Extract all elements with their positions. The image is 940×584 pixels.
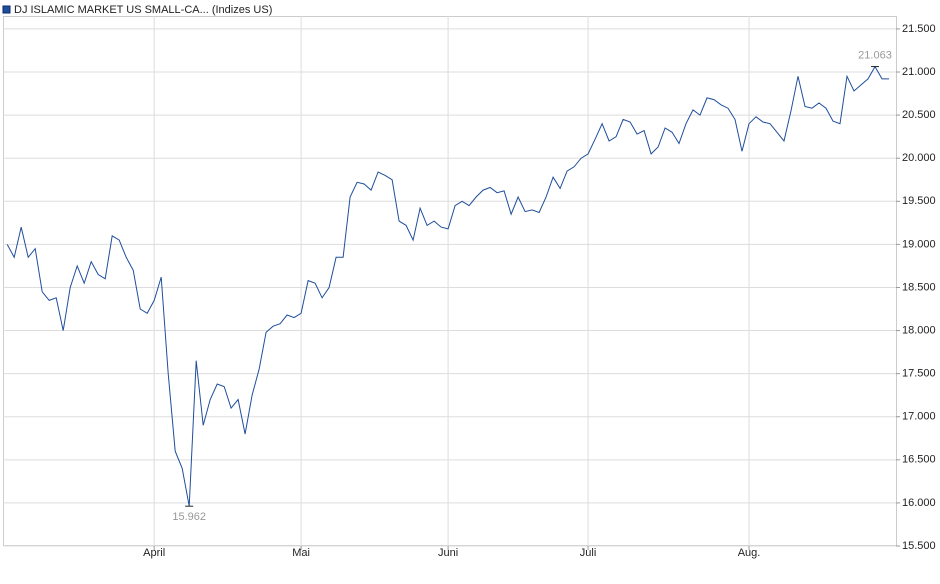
x-tick-label: April bbox=[143, 547, 165, 559]
y-tick-label: 17.500 bbox=[902, 368, 936, 380]
y-tick-label: 17.000 bbox=[902, 411, 936, 423]
y-tick-label: 21.000 bbox=[902, 66, 936, 78]
x-tick-label: Juni bbox=[438, 547, 458, 559]
x-tick-label: Aug. bbox=[738, 547, 761, 559]
y-tick-label: 19.000 bbox=[902, 238, 936, 250]
y-tick-label: 21.500 bbox=[902, 23, 936, 35]
y-tick-label: 16.000 bbox=[902, 497, 936, 509]
extreme-label: 15.962 bbox=[172, 511, 206, 523]
series-line bbox=[6, 65, 889, 507]
extreme-label: 21.063 bbox=[858, 49, 892, 61]
y-tick-label: 16.500 bbox=[902, 454, 936, 466]
y-tick-label: 15.500 bbox=[902, 540, 936, 552]
y-tick-label: 18.000 bbox=[902, 324, 936, 336]
y-tick-label: 20.000 bbox=[902, 152, 936, 164]
y-tick-label: 20.500 bbox=[902, 109, 936, 121]
y-tick-label: 18.500 bbox=[902, 281, 936, 293]
x-tick-label: Mai bbox=[292, 547, 310, 559]
x-tick-label: Juli bbox=[580, 547, 597, 559]
y-tick-label: 19.500 bbox=[902, 195, 936, 207]
legend-swatch bbox=[2, 5, 11, 14]
legend-label: DJ ISLAMIC MARKET US SMALL-CA... (Indize… bbox=[14, 4, 272, 16]
plot-frame bbox=[3, 16, 897, 546]
